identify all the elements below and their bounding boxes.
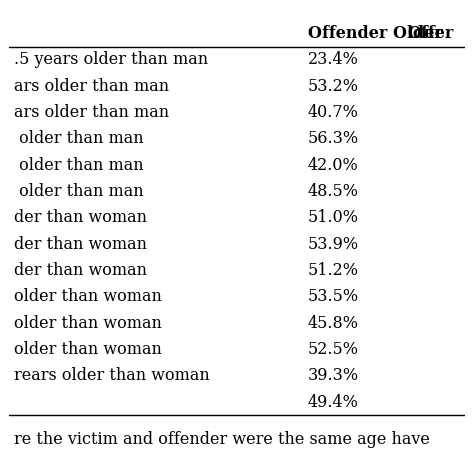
Text: 48.5%: 48.5% — [308, 183, 358, 200]
Text: ars older than man: ars older than man — [14, 104, 169, 121]
Text: 53.2%: 53.2% — [308, 78, 358, 95]
Text: 52.5%: 52.5% — [308, 341, 358, 358]
Text: der than woman: der than woman — [14, 210, 147, 227]
Text: older than man: older than man — [14, 130, 144, 147]
Text: 51.2%: 51.2% — [308, 262, 358, 279]
Text: 39.3%: 39.3% — [308, 367, 359, 384]
Text: 49.4%: 49.4% — [308, 394, 358, 410]
Text: 56.3%: 56.3% — [308, 130, 359, 147]
Text: der than woman: der than woman — [14, 262, 147, 279]
Text: 40.7%: 40.7% — [308, 104, 358, 121]
Text: 53.5%: 53.5% — [308, 288, 359, 305]
Text: older than man: older than man — [14, 157, 144, 174]
Text: ars older than man: ars older than man — [14, 78, 169, 95]
Text: older than man: older than man — [14, 183, 144, 200]
Text: .5 years older than man: .5 years older than man — [14, 52, 208, 68]
Text: 42.0%: 42.0% — [308, 157, 358, 174]
Text: re the victim and offender were the same age have: re the victim and offender were the same… — [14, 431, 430, 448]
Text: older than woman: older than woman — [14, 341, 162, 358]
Text: 23.4%: 23.4% — [308, 52, 358, 68]
Text: 45.8%: 45.8% — [308, 315, 358, 332]
Text: der than woman: der than woman — [14, 236, 147, 253]
Text: 51.0%: 51.0% — [308, 210, 358, 227]
Text: Offender Older: Offender Older — [308, 26, 442, 42]
Text: 53.9%: 53.9% — [308, 236, 359, 253]
Text: Offer: Offer — [408, 26, 454, 42]
Text: older than woman: older than woman — [14, 288, 162, 305]
Text: rears older than woman: rears older than woman — [14, 367, 210, 384]
Text: older than woman: older than woman — [14, 315, 162, 332]
